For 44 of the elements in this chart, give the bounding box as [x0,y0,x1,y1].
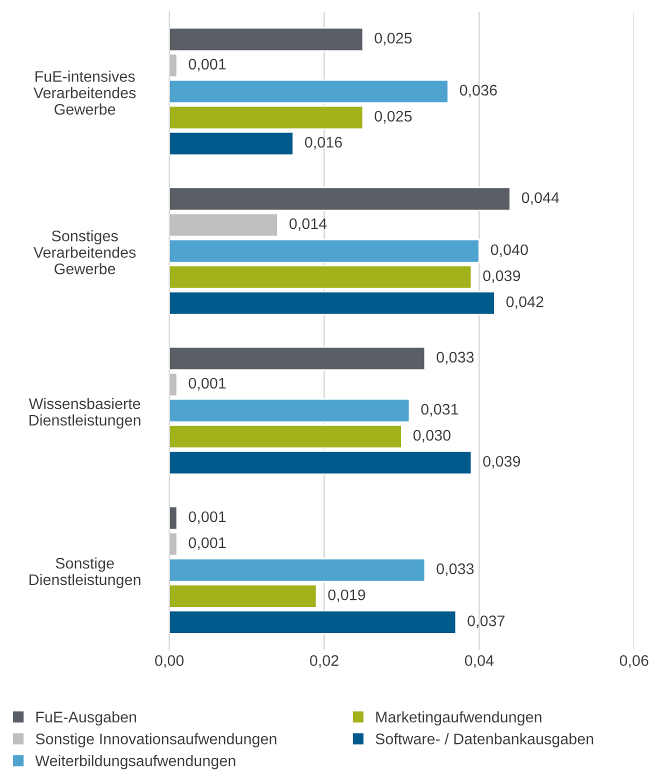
data-label: 0,001 [188,58,226,72]
bar [169,105,364,130]
data-label: 0,025 [374,110,412,124]
data-label: 0,001 [188,537,226,550]
data-label: 0,039 [483,456,520,469]
x-tick-label: 0,02 [310,655,338,668]
legend-label: Software- / Datenbankausgaben [376,733,594,748]
bar [169,212,278,238]
data-label: 0,040 [490,244,528,257]
data-label: 0,036 [460,84,497,98]
data-label: 0,042 [506,296,544,310]
bar [169,506,178,530]
data-label: 0,044 [522,192,560,205]
data-label: 0,014 [289,218,327,231]
data-label: 0,025 [374,32,412,46]
bar [169,238,480,264]
data-label: 0,019 [328,589,366,602]
data-label: 0,001 [188,378,226,390]
legend-label: Weiterbildungsaufwendungen [35,755,236,770]
bar [169,79,449,104]
legend-label: Sonstige Innovationsaufwendungen [36,733,276,748]
bar [169,131,294,156]
data-label: 0,037 [468,615,505,628]
data-label: 0,033 [436,352,474,364]
y-tick-label: FuE-intensives Verarbeitendes Gewerbe [33,70,136,115]
data-label: 0,039 [483,270,520,283]
bar [169,346,426,371]
data-label: 0,033 [436,563,474,576]
legend-label: Marketingaufwendungen [376,711,542,726]
x-tick-label: 0,04 [464,655,494,668]
y-tick-label: Wissensbasierte Dienstleistungen [28,398,140,429]
bar [169,372,178,397]
x-tick-label: 0,06 [620,655,648,668]
y-tick-label: Sonstiges Verarbeitendes Gewerbe [33,230,136,274]
data-label: 0,030 [413,430,450,443]
bar [169,53,178,78]
legend-label: FuE-Ausgaben [36,711,136,726]
bar [169,27,364,52]
data-label: 0,016 [304,136,342,150]
bar [169,186,511,212]
data-label: 0,001 [188,511,226,524]
data-label: 0,031 [421,404,458,416]
y-tick-label: Sonstige Dienstleistungen [30,557,140,588]
x-tick-label: 0,00 [155,655,184,668]
